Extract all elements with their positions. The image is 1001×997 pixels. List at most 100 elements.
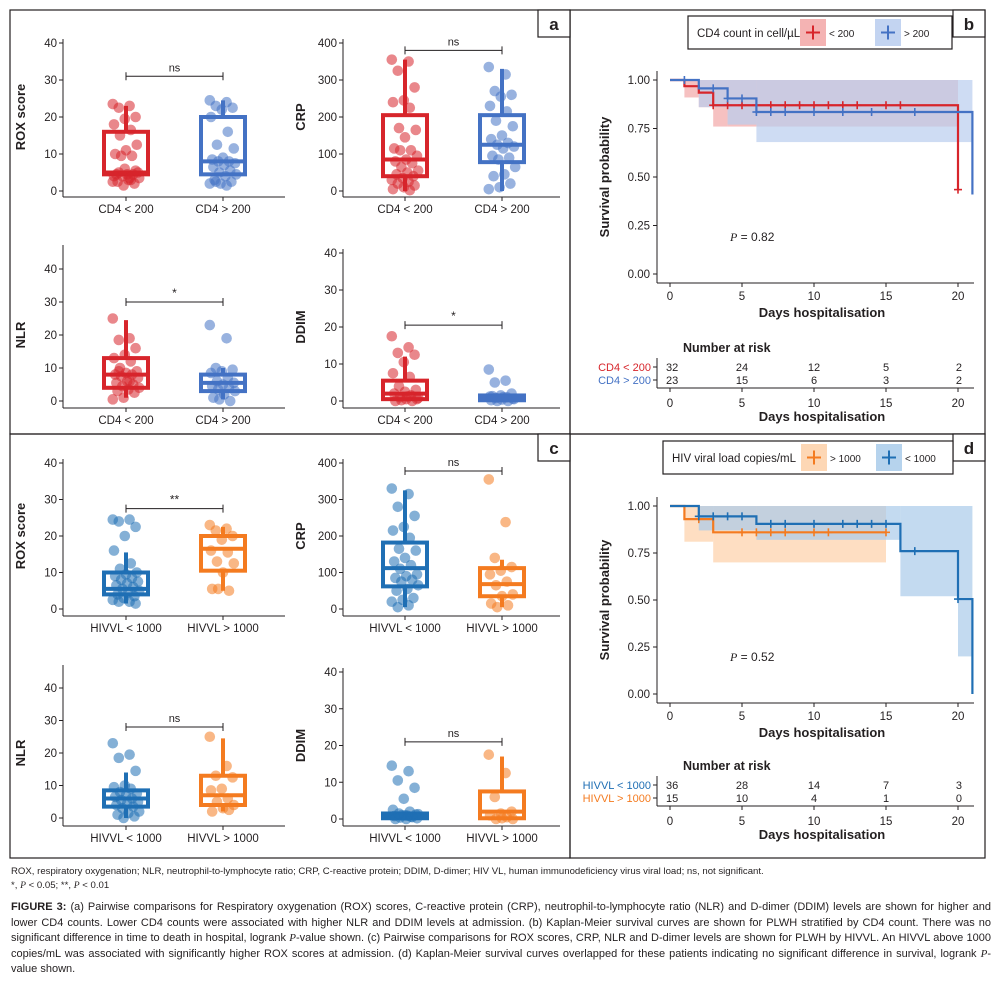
y-tick-label: 100 — [318, 568, 337, 580]
survival-curve — [670, 76, 974, 195]
y-tick-label: 20 — [44, 112, 57, 124]
p-value-symbol: P — [729, 650, 738, 664]
data-point — [216, 534, 228, 545]
panel-label-d: d — [964, 439, 974, 458]
y-tick-label: 0 — [331, 814, 337, 826]
data-point — [496, 812, 508, 824]
x-tick-label: HIVVL > 1000 — [466, 833, 538, 845]
data-point — [399, 132, 411, 143]
x-tick-label: 15 — [880, 711, 893, 723]
data-point — [502, 600, 514, 611]
data-point — [130, 765, 141, 777]
panel-tag-c: c — [537, 433, 571, 462]
data-point — [403, 488, 414, 500]
legend-label: < 200 — [829, 29, 855, 40]
data-point — [126, 150, 138, 162]
data-point — [228, 558, 240, 569]
data-point — [394, 145, 406, 156]
y-tick-label: 0.50 — [628, 172, 650, 184]
data-point — [119, 113, 131, 125]
plot-d-kaplan-meier: HIV viral load copies/mL > 1000 < 1000 0.00… — [583, 440, 974, 842]
data-point — [107, 394, 119, 405]
data-point — [130, 111, 141, 123]
risk-row-label: HIVVL > 1000 — [583, 793, 651, 805]
y-tick-label: 0 — [331, 604, 337, 616]
data-point — [393, 122, 405, 134]
data-point — [393, 543, 405, 555]
data-point — [506, 89, 517, 101]
y-tick-label: 10 — [324, 359, 337, 371]
data-point — [409, 349, 420, 361]
significance-bracket: ** — [125, 493, 224, 513]
risk-count: 15 — [736, 375, 748, 387]
data-point — [229, 385, 241, 397]
y-tick-label: 30 — [44, 495, 57, 507]
data-point — [490, 115, 502, 126]
x-axis-label: Days hospitalisation — [759, 305, 885, 320]
data-point — [113, 102, 125, 114]
data-point — [124, 333, 135, 344]
data-point — [221, 333, 232, 344]
y-tick-label: 40 — [324, 248, 337, 260]
data-point — [404, 184, 416, 196]
data-point — [113, 334, 125, 346]
x-tick-label: HIVVL < 1000 — [90, 833, 162, 845]
box-group-1 — [199, 519, 247, 597]
data-point — [205, 785, 217, 796]
x-tick-label: 10 — [808, 291, 821, 303]
data-point — [131, 139, 143, 151]
caption-p: P — [980, 947, 988, 960]
data-point — [206, 806, 218, 817]
data-point — [386, 330, 398, 342]
data-point — [130, 521, 141, 533]
panel-tag-d: d — [952, 433, 986, 462]
caption-text: -value shown. — [11, 947, 991, 976]
panel-label-a: a — [549, 15, 559, 34]
y-tick-label: 0.50 — [628, 595, 650, 607]
x-tick-label: HIVVL > 1000 — [187, 833, 259, 845]
data-point — [119, 530, 131, 542]
risk-count: 4 — [811, 793, 817, 805]
plot-a-nlr: 0 10 20 30 40 NLR CD4 < 200 CD4 > 200 * — [13, 245, 285, 427]
risk-count: 15 — [666, 793, 678, 805]
ci-band — [698, 506, 973, 657]
risk-count: 1 — [883, 793, 889, 805]
data-point — [501, 106, 513, 117]
data-point — [223, 804, 235, 816]
box-group-1 — [199, 95, 247, 191]
p-value-number: = 0.52 — [737, 650, 774, 664]
x-tick-label: HIVVL < 1000 — [369, 623, 441, 635]
data-point — [402, 810, 413, 821]
box-group-1 — [199, 319, 247, 407]
data-point — [216, 783, 228, 795]
risk-count: 3 — [883, 375, 889, 387]
y-tick-label: 0.75 — [628, 548, 650, 560]
x-tick-label: HIVVL > 1000 — [187, 623, 259, 635]
data-point — [217, 567, 229, 578]
y-tick-label: 40 — [44, 458, 57, 470]
data-point — [223, 585, 235, 597]
data-point — [412, 392, 424, 404]
legend-item: > 200 — [875, 19, 930, 46]
risk-count: 3 — [956, 780, 962, 792]
significance-bracket: * — [404, 309, 503, 330]
y-tick-label: 20 — [324, 322, 337, 334]
y-axis-label: ROX score — [13, 84, 28, 150]
x-tick-label: HIVVL < 1000 — [369, 833, 441, 845]
significance-label: ns — [448, 728, 460, 740]
figure-caption: ROX, respiratory oxygenation; NLR, neutr… — [11, 865, 991, 978]
data-point — [500, 69, 511, 80]
box-group-0 — [102, 737, 150, 824]
data-point — [497, 143, 509, 154]
x-tick-label: 10 — [808, 711, 821, 723]
x-tick-label: 0 — [667, 711, 673, 723]
data-point — [391, 585, 402, 597]
significance-bracket: * — [125, 286, 224, 306]
y-tick-label: 30 — [324, 285, 337, 297]
data-point — [404, 102, 416, 114]
data-point — [386, 760, 398, 772]
box-group-0 — [381, 483, 429, 613]
p-value-text: P = 0.52 — [729, 650, 775, 664]
data-point — [108, 170, 120, 182]
